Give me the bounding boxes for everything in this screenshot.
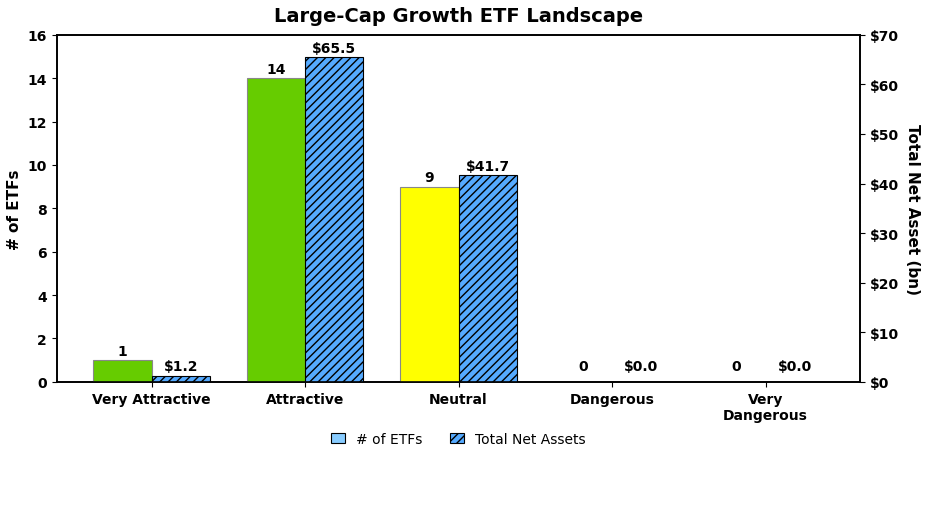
- Bar: [459, 176, 517, 382]
- Text: 1: 1: [118, 344, 127, 358]
- Bar: [94, 360, 152, 382]
- Text: $1.2: $1.2: [163, 359, 198, 373]
- Bar: [247, 79, 305, 382]
- Text: 0: 0: [578, 359, 588, 373]
- Bar: [305, 58, 363, 382]
- Text: $41.7: $41.7: [465, 159, 510, 173]
- Text: $0.0: $0.0: [624, 359, 658, 373]
- Bar: [400, 187, 459, 382]
- Bar: [152, 376, 210, 382]
- Text: 0: 0: [731, 359, 742, 373]
- Text: $0.0: $0.0: [778, 359, 812, 373]
- Text: 14: 14: [266, 63, 286, 76]
- Y-axis label: # of ETFs: # of ETFs: [6, 169, 22, 249]
- Text: $65.5: $65.5: [312, 41, 356, 55]
- Legend: # of ETFs, Total Net Assets: # of ETFs, Total Net Assets: [325, 426, 591, 451]
- Text: 9: 9: [425, 171, 434, 185]
- Title: Large-Cap Growth ETF Landscape: Large-Cap Growth ETF Landscape: [274, 7, 643, 26]
- Y-axis label: Total Net Asset (bn): Total Net Asset (bn): [905, 124, 921, 294]
